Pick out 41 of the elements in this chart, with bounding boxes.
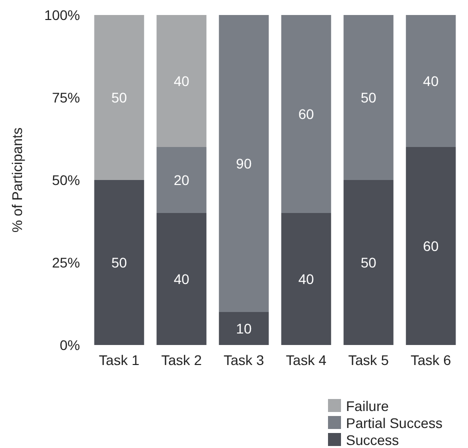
data-label: 50 <box>360 254 376 270</box>
bar <box>218 312 269 345</box>
bar <box>344 180 394 345</box>
bar <box>94 15 144 180</box>
y-tick-label: 0% <box>60 336 80 353</box>
legend-label: Partial Success <box>346 414 442 431</box>
x-tick-label: Task 2 <box>161 352 202 368</box>
y-tick-label: 75% <box>52 89 80 106</box>
bar <box>218 15 269 312</box>
bar <box>281 15 332 213</box>
data-label: 40 <box>298 270 314 287</box>
data-label: 20 <box>174 172 190 188</box>
data-label: 60 <box>423 238 439 254</box>
y-axis-title: % of Participants <box>9 127 25 233</box>
x-tick-label: Task 6 <box>410 352 452 368</box>
data-label: 50 <box>111 89 128 106</box>
legend-label: Success <box>346 432 399 448</box>
x-tick-label: Task 1 <box>98 352 140 368</box>
data-label: 40 <box>174 72 190 89</box>
bar <box>156 15 206 147</box>
data-label: 40 <box>423 72 439 89</box>
bar <box>281 213 332 345</box>
x-tick-label: Task 5 <box>348 352 389 368</box>
y-tick-label: 50% <box>52 172 80 188</box>
data-label: 40 <box>174 270 190 287</box>
bar <box>344 15 394 180</box>
data-label: 90 <box>236 155 252 172</box>
y-tick-label: 100% <box>44 6 80 23</box>
bar <box>94 180 144 345</box>
x-tick-label: Task 4 <box>286 352 327 368</box>
bar <box>406 15 456 147</box>
data-label: 60 <box>298 106 314 122</box>
data-label: 10 <box>236 320 252 336</box>
data-label: 50 <box>360 89 376 106</box>
bar <box>156 147 206 213</box>
x-tick-label: Task 3 <box>224 352 264 368</box>
data-label: 50 <box>111 254 128 270</box>
bar <box>156 213 206 345</box>
bar <box>406 147 456 345</box>
y-tick-label: 25% <box>52 254 80 270</box>
legend-label: Failure <box>346 398 390 414</box>
